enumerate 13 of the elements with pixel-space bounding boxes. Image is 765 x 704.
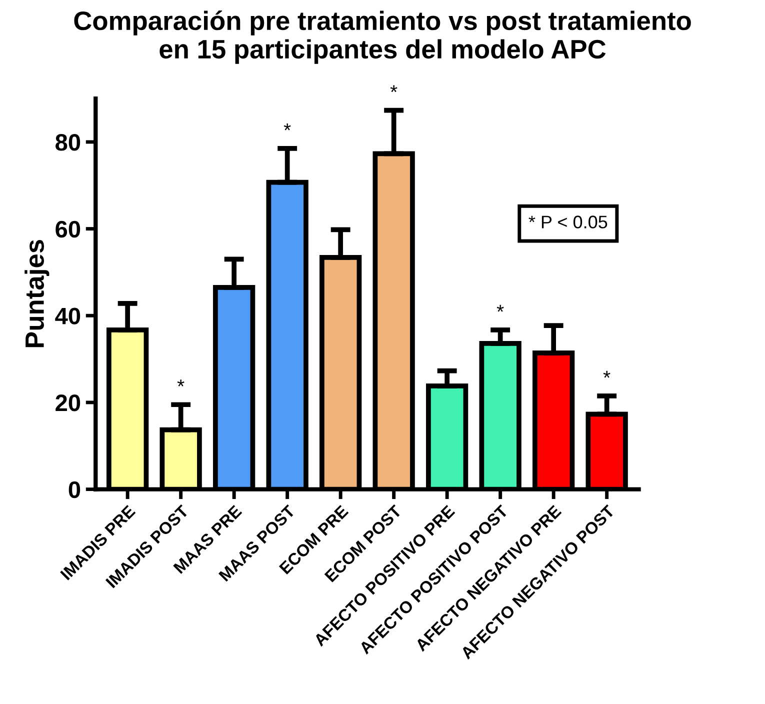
chart-title: Comparación pre tratamiento vs post tratamiento en 15 participantes del modelo APC (74, 10, 691, 64)
annotation: * (177, 380, 184, 386)
y-tick-label: 80 (56, 134, 80, 151)
y-tick-label: 20 (56, 394, 80, 412)
y-tick-label: 0 (68, 481, 80, 498)
y-tick-label: 40 (55, 308, 80, 324)
annotation: * (496, 304, 504, 312)
annotation: * (603, 370, 610, 378)
annotation: * (390, 85, 398, 92)
annotation: * P < 0.05 (528, 216, 608, 228)
y-axis-title: Puntajes (24, 240, 50, 348)
annotation: * (284, 123, 291, 130)
y-tick-label: 60 (56, 220, 80, 238)
